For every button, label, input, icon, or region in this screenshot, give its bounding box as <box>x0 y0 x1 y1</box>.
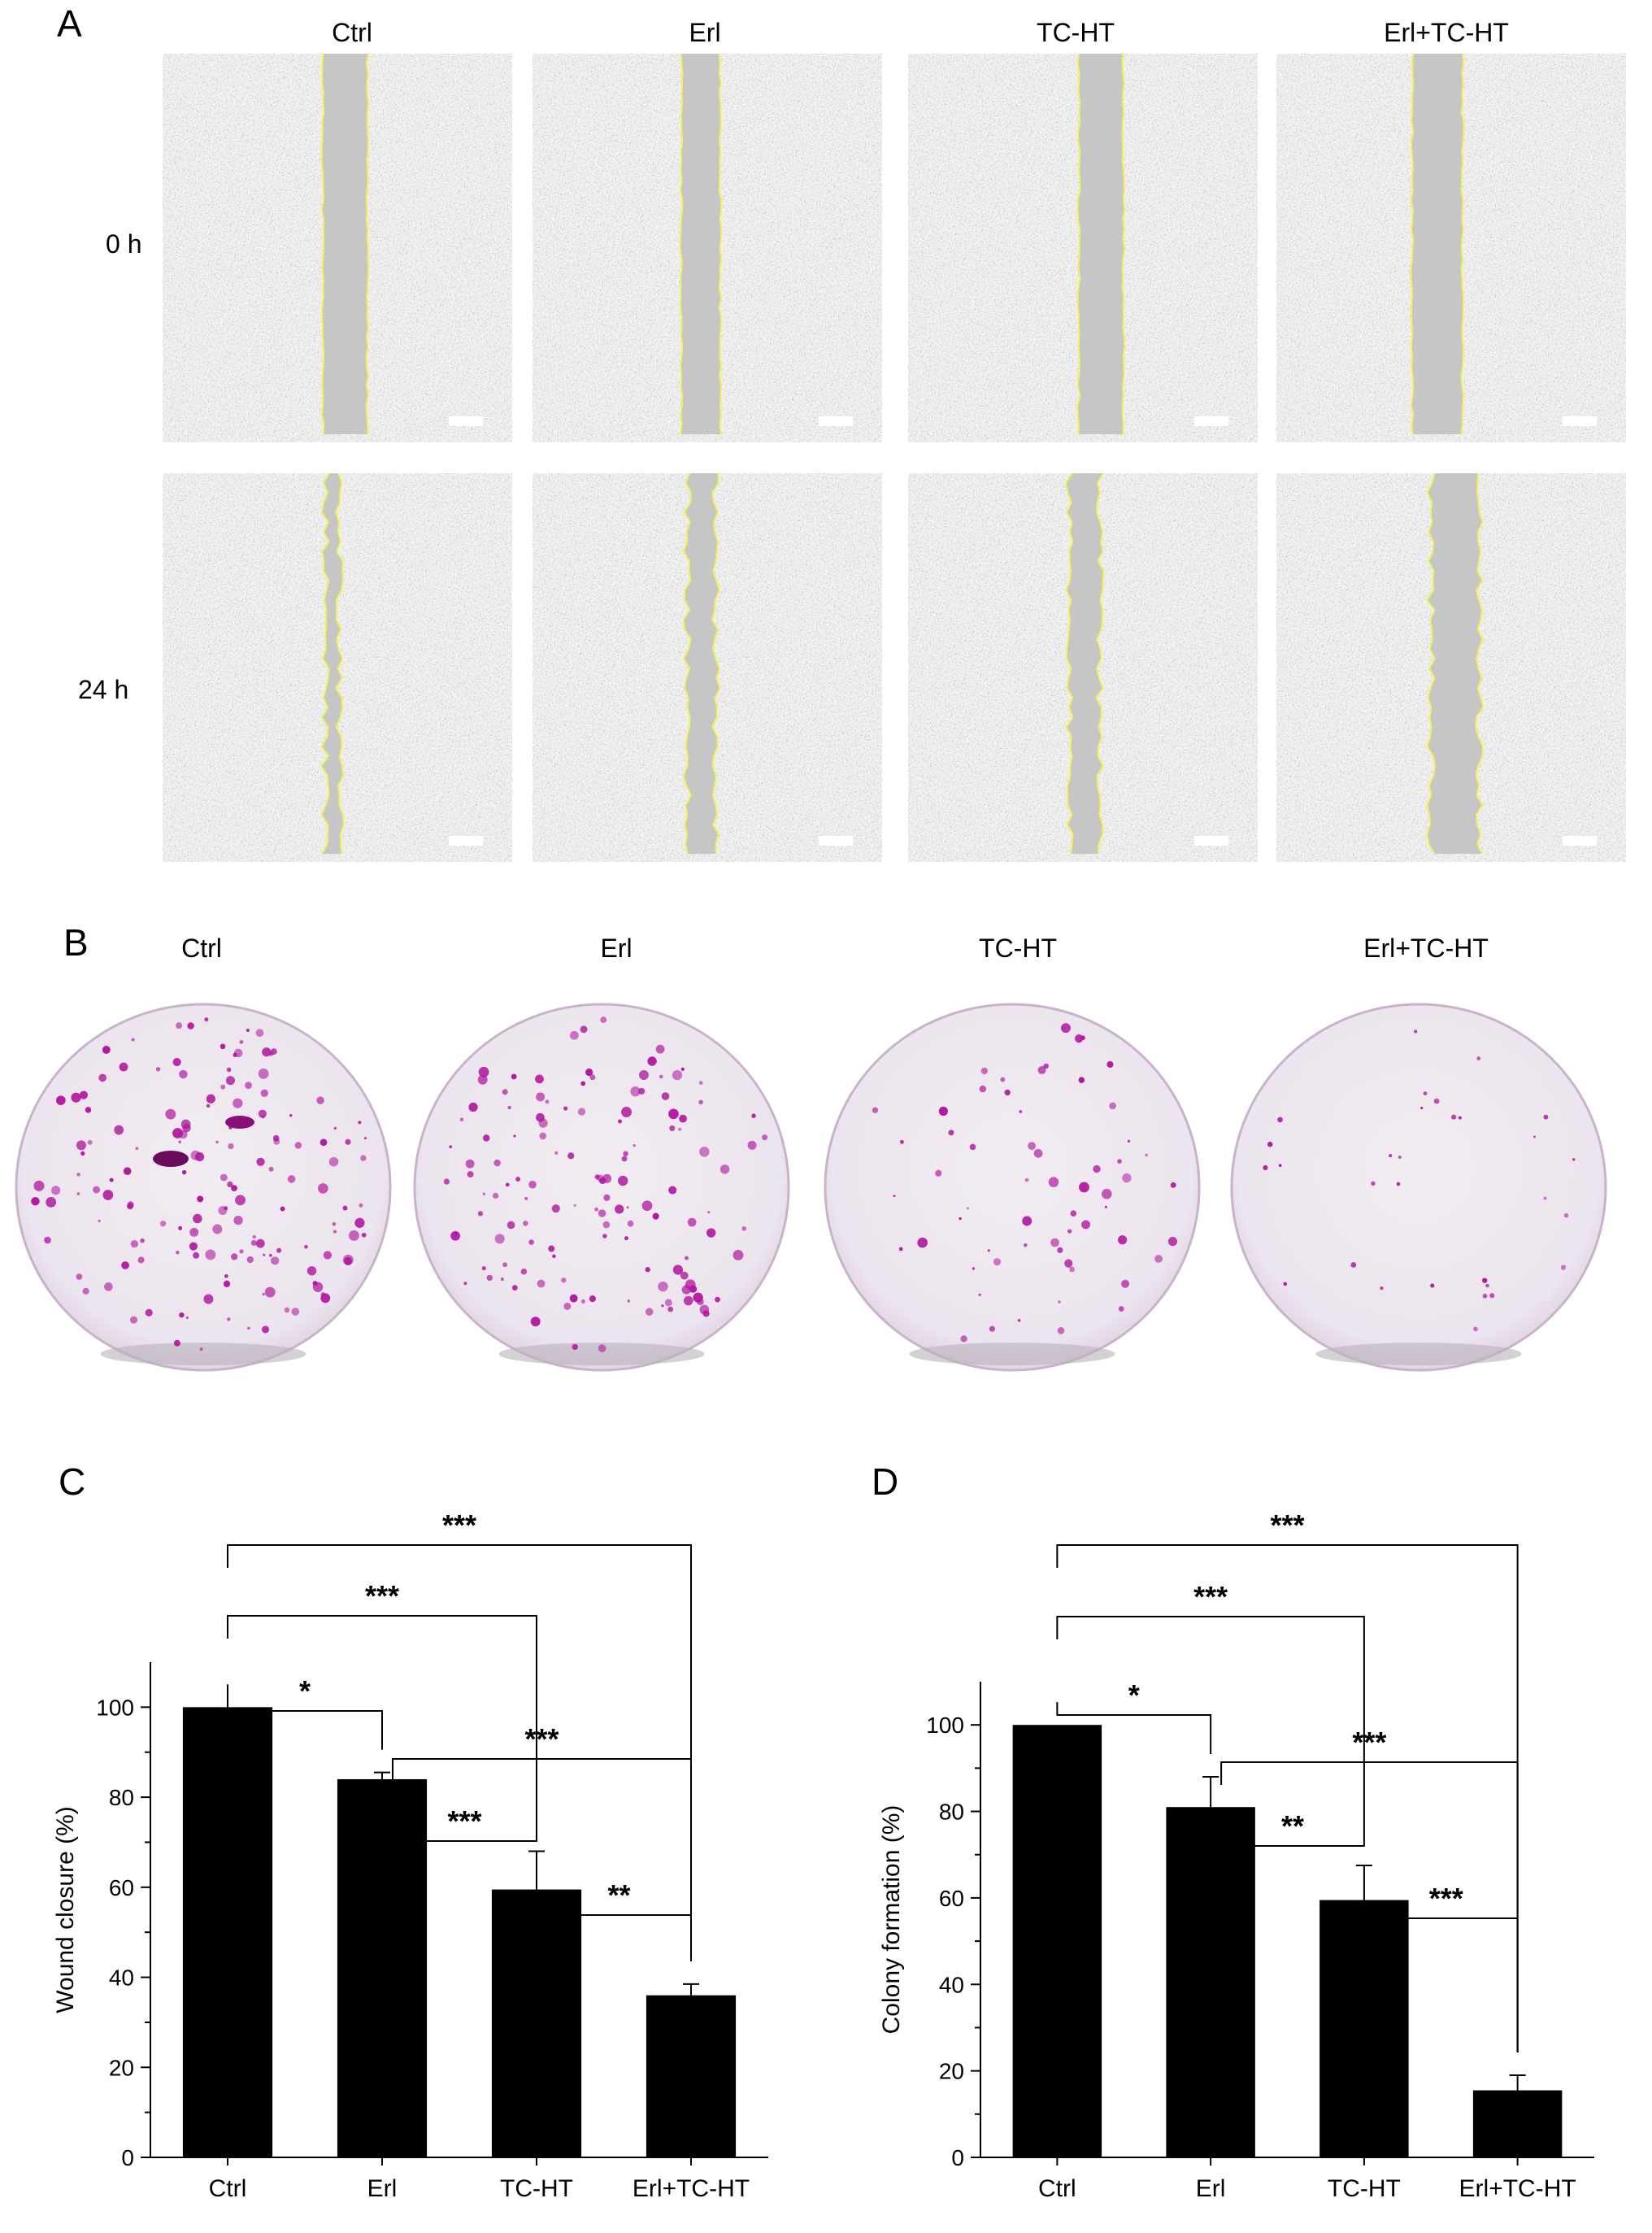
x-tick-label: Ctrl <box>1038 2175 1076 2202</box>
y-tick-label: 80 <box>939 1800 964 1825</box>
scale-bar <box>449 836 483 846</box>
colony-dish-tcht <box>824 1003 1201 1372</box>
x-tick-label: Erl+TC-HT <box>1459 2175 1576 2202</box>
significance-label: *** <box>365 1579 399 1613</box>
x-tick-label: Erl+TC-HT <box>633 2175 750 2202</box>
significance-bracket: ** <box>1220 1809 1365 1869</box>
y-tick-label: 0 <box>121 2145 134 2170</box>
wound-image-24h-tcht <box>908 473 1258 862</box>
scale-bar <box>1194 836 1228 846</box>
y-tick-label: 60 <box>939 1886 964 1911</box>
y-tick-label: 40 <box>109 1965 134 1991</box>
significance-label: ** <box>607 1878 630 1912</box>
significance-label: *** <box>1352 1726 1386 1759</box>
panel-b-col-ctrl: Ctrl <box>181 934 222 963</box>
scale-bar <box>819 836 853 846</box>
significance-bracket: * <box>1056 1678 1212 1754</box>
x-tick-label: Erl <box>367 2175 398 2202</box>
colony-formation-bar-chart: 0 20 40 60 80 100 Colony formation (%) Ctrl Erl T… <box>878 1508 1594 2202</box>
y-tick-label: 80 <box>109 1785 134 1810</box>
scale-bar <box>1194 416 1228 426</box>
panel-b-col-erl-tcht: Erl+TC-HT <box>1363 934 1489 963</box>
significance-label: *** <box>447 1804 481 1838</box>
y-tick-label: 0 <box>951 2145 964 2170</box>
y-tick-label: 60 <box>109 1875 134 1900</box>
bar-ctrl <box>1012 1725 1102 2157</box>
y-tick-label: 20 <box>939 2059 964 2084</box>
x-tick-label: Ctrl <box>209 2175 247 2202</box>
bar-ctrl <box>182 1707 273 2157</box>
significance-bracket: * <box>227 1674 383 1750</box>
significance-bracket: *** <box>227 1579 537 1829</box>
significance-bracket: *** <box>1056 1580 1365 1843</box>
significance-label: * <box>299 1674 311 1708</box>
bar-tc-ht <box>1319 1900 1409 2157</box>
colony-dish-erl-tcht <box>1230 1003 1607 1372</box>
significance-bracket: *** <box>1056 1508 1519 2052</box>
y-tick-label: 20 <box>109 2055 134 2080</box>
significance-bracket: *** <box>1373 1882 1519 2052</box>
significance-label: *** <box>442 1508 476 1542</box>
significance-bracket: ** <box>546 1878 692 1961</box>
significance-bracket: *** <box>392 1722 692 1961</box>
panel-letter-b: B <box>63 921 89 964</box>
significance-bracket: *** <box>1220 1726 1519 2052</box>
significance-bracket: *** <box>392 1804 537 1864</box>
x-tick-label: Erl <box>1196 2175 1226 2202</box>
panel-letter-d: D <box>872 1460 899 1503</box>
significance-label: ** <box>1281 1809 1304 1843</box>
wound-image-24h-erl <box>533 473 882 862</box>
significance-label: *** <box>1270 1508 1304 1542</box>
bar-erl-tc-ht <box>646 1995 737 2157</box>
panel-b-col-tcht: TC-HT <box>979 934 1057 963</box>
bar-erl <box>337 1778 428 2157</box>
wound-image-0h-erl-tcht <box>1276 54 1626 442</box>
panel-a-row-0h: 0 h <box>106 229 142 259</box>
significance-label: *** <box>1193 1580 1228 1613</box>
colony-dish-erl <box>413 1003 790 1372</box>
panel-a-col-erl-tcht: Erl+TC-HT <box>1384 18 1509 47</box>
bar-erl-tc-ht <box>1472 2090 1563 2157</box>
y-tick-label: 100 <box>926 1713 964 1738</box>
x-tick-label: TC-HT <box>500 2175 573 2202</box>
wound-closure-bar-chart: 0 20 40 60 80 100 Wound closure (%) Ctrl Erl TC-H… <box>52 1508 768 2202</box>
panel-a-col-ctrl: Ctrl <box>332 18 372 47</box>
y-axis-label: Wound closure (%) <box>52 1806 79 2013</box>
panel-letter-a: A <box>57 2 82 45</box>
wound-image-0h-tcht <box>908 54 1258 442</box>
scale-bar <box>1563 416 1597 426</box>
scale-bar <box>449 416 483 426</box>
y-tick-label: 100 <box>96 1695 134 1720</box>
significance-bracket: *** <box>227 1508 692 1961</box>
bar-tc-ht <box>491 1889 582 2157</box>
panel-a-col-erl: Erl <box>689 18 721 47</box>
panel-b-col-erl: Erl <box>600 934 633 963</box>
panel-letter-c: C <box>59 1460 86 1503</box>
significance-label: *** <box>524 1722 559 1756</box>
scale-bar <box>1563 836 1597 846</box>
x-tick-label: TC-HT <box>1328 2175 1401 2202</box>
wound-image-0h-ctrl <box>163 54 512 442</box>
wound-image-0h-erl <box>533 54 882 442</box>
panel-a-col-tcht: TC-HT <box>1037 18 1115 47</box>
significance-label: * <box>1128 1678 1140 1712</box>
y-tick-label: 40 <box>939 1972 964 1997</box>
panel-a-row-24h: 24 h <box>78 675 129 704</box>
significance-label: *** <box>1429 1882 1463 1915</box>
wound-image-24h-ctrl <box>163 473 512 862</box>
colony-dish-ctrl <box>15 1003 392 1372</box>
wound-image-24h-erl-tcht <box>1276 473 1626 862</box>
y-axis-label: Colony formation (%) <box>878 1805 905 2035</box>
bar-erl <box>1166 1807 1255 2157</box>
scale-bar <box>819 416 853 426</box>
